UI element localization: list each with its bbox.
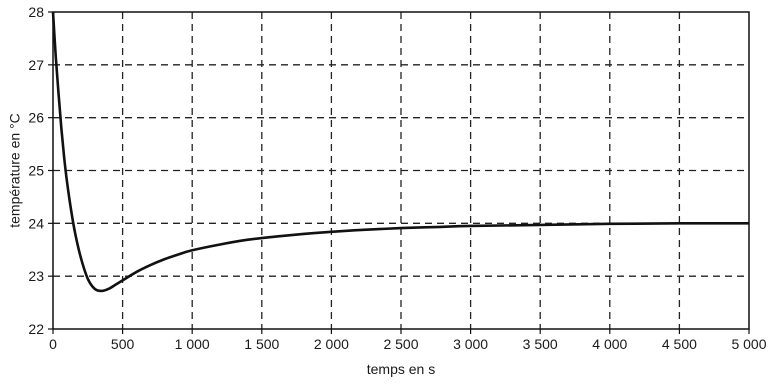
y-tick-label: 24 [28,215,44,231]
x-axis-ticks: 0 500 1 000 1 500 2 000 2 500 3 000 3 500 4 000 4… [49,329,767,352]
x-tick-label: 1 000 [175,336,210,352]
grid [53,12,749,329]
x-tick-label: 1 500 [244,336,279,352]
x-axis-title: temps en s [367,361,435,377]
x-tick-label: 500 [111,336,135,352]
x-tick-label: 4 000 [592,336,627,352]
y-tick-label: 22 [28,321,44,337]
y-tick-label: 28 [28,4,44,20]
y-axis-title: température en °C [7,113,23,228]
x-tick-label: 0 [49,336,57,352]
x-tick-label: 2 500 [383,336,418,352]
y-tick-label: 23 [28,268,44,284]
x-tick-label: 4 500 [662,336,697,352]
x-tick-label: 3 000 [453,336,488,352]
x-tick-label: 2 000 [314,336,349,352]
x-tick-label: 3 500 [523,336,558,352]
y-axis-ticks: 22 23 24 25 26 27 28 [28,4,53,337]
y-tick-label: 25 [28,163,44,179]
y-tick-label: 27 [28,57,44,73]
x-tick-label: 5 000 [731,336,766,352]
y-tick-label: 26 [28,110,44,126]
